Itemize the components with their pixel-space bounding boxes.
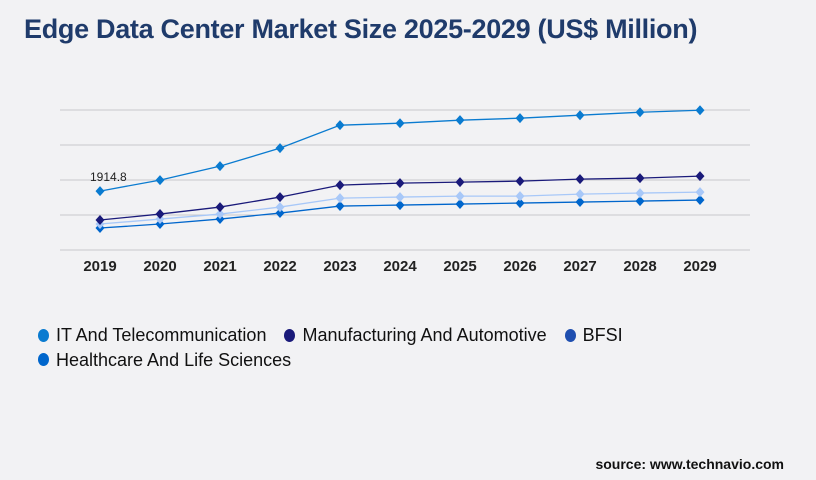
legend-marker-icon <box>38 353 49 366</box>
data-point <box>215 161 225 172</box>
legend-marker-icon <box>38 328 49 342</box>
data-point <box>95 186 105 197</box>
legend-label: BFSI <box>582 325 623 345</box>
data-point <box>455 177 465 188</box>
data-point <box>455 115 465 126</box>
data-point <box>695 187 705 198</box>
data-point <box>515 191 525 202</box>
data-label: 1914.8 <box>90 170 127 184</box>
data-point <box>275 192 285 203</box>
legend: IT And Telecommunication Manufacturing An… <box>38 323 738 372</box>
x-tick-label: 2020 <box>143 258 176 275</box>
data-point <box>215 202 225 213</box>
x-tick-label: 2028 <box>623 258 656 275</box>
x-tick-label: 2023 <box>323 258 356 275</box>
data-point <box>635 196 645 207</box>
data-point <box>695 171 705 182</box>
data-point <box>395 200 405 211</box>
data-point <box>455 191 465 202</box>
data-point <box>335 193 345 204</box>
chart-title: Edge Data Center Market Size 2025-2029 (… <box>24 14 698 44</box>
data-point <box>635 107 645 118</box>
legend-item: IT And Telecommunication <box>38 323 266 347</box>
data-point <box>695 195 705 206</box>
data-point <box>635 173 645 184</box>
data-point <box>215 209 225 220</box>
legend-item: BFSI <box>564 323 623 347</box>
data-point <box>335 201 345 212</box>
x-tick-label: 2025 <box>443 258 476 275</box>
data-point <box>695 105 705 116</box>
data-point <box>155 209 165 220</box>
data-point <box>95 215 105 226</box>
x-tick-label: 2024 <box>383 258 417 275</box>
x-tick-label: 2026 <box>503 258 536 275</box>
data-point <box>275 143 285 154</box>
data-point <box>155 175 165 186</box>
data-point <box>515 198 525 209</box>
source-text: source: www.technavio.com <box>595 456 784 472</box>
legend-label: Healthcare And Life Sciences <box>56 349 292 370</box>
legend-item: Healthcare And Life Sciences <box>38 348 291 372</box>
legend-label: Manufacturing And Automotive <box>302 325 547 345</box>
x-tick-label: 2019 <box>83 258 116 275</box>
data-point <box>635 188 645 199</box>
data-point <box>575 189 585 200</box>
legend-marker-icon <box>284 328 296 342</box>
data-point <box>395 192 405 203</box>
legend-label: IT And Telecommunication <box>56 325 267 345</box>
x-tick-label: 2022 <box>263 258 296 275</box>
data-point <box>575 197 585 208</box>
data-point <box>395 178 405 189</box>
data-point <box>275 208 285 219</box>
data-point <box>515 113 525 124</box>
legend-item: Manufacturing And Automotive <box>284 323 547 347</box>
data-point <box>275 202 285 213</box>
data-point <box>515 176 525 187</box>
data-point <box>335 180 345 191</box>
line-chart: 2019 2020 2021 2022 2023 2024 2025 2026 2027 2028… <box>60 105 750 275</box>
data-point <box>455 199 465 210</box>
x-tick-label: 2029 <box>683 258 716 275</box>
data-point <box>575 110 585 121</box>
data-point <box>335 120 345 131</box>
legend-marker-icon <box>564 328 576 342</box>
x-tick-label: 2021 <box>203 258 236 275</box>
data-point <box>575 174 585 185</box>
x-tick-label: 2027 <box>563 258 596 275</box>
data-point <box>395 118 405 129</box>
